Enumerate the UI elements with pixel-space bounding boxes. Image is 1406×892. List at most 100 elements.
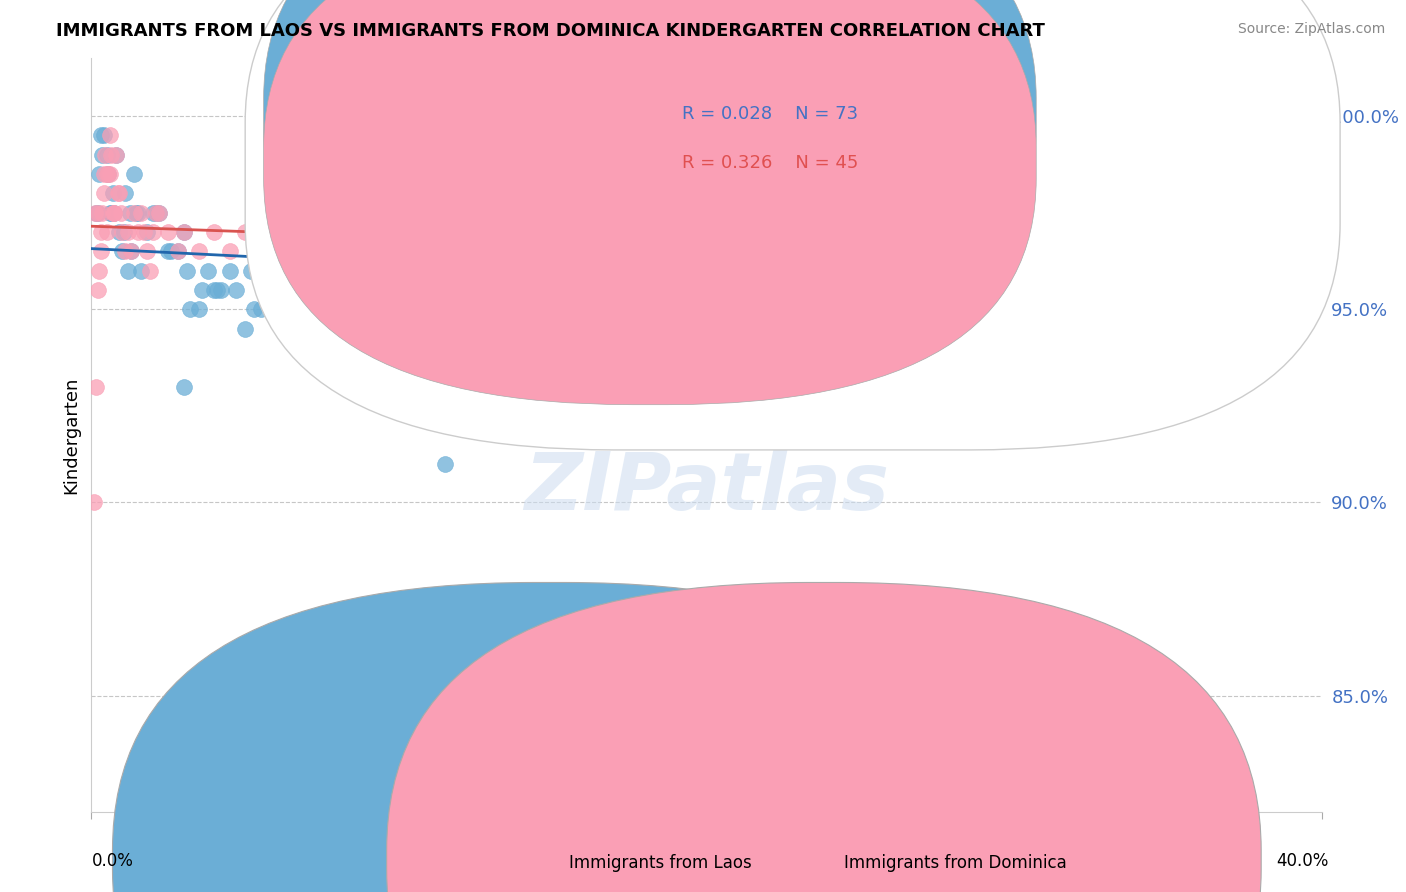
- Point: [100, 147, 122, 161]
- Point: [135, 225, 157, 239]
- Point: [1218, 89, 1240, 103]
- Point: [142, 225, 165, 239]
- Point: [103, 205, 125, 219]
- Point: [176, 263, 198, 277]
- Text: R = 0.326    N = 45: R = 0.326 N = 45: [682, 153, 858, 172]
- Point: [173, 225, 195, 239]
- Point: [173, 379, 195, 393]
- Point: [120, 244, 142, 259]
- Point: [127, 205, 149, 219]
- Point: [145, 205, 167, 219]
- Point: [166, 244, 188, 259]
- Point: [132, 225, 155, 239]
- Point: [105, 147, 127, 161]
- Point: [665, 263, 688, 277]
- Point: [98, 205, 121, 219]
- Point: [510, 360, 533, 375]
- Point: [280, 302, 302, 317]
- Point: [449, 341, 471, 355]
- Point: [97, 167, 120, 181]
- Point: [148, 205, 170, 219]
- Point: [295, 283, 318, 297]
- Point: [290, 302, 312, 317]
- Point: [271, 283, 294, 297]
- Point: [326, 263, 349, 277]
- Point: [202, 283, 225, 297]
- Point: [101, 205, 124, 219]
- Point: [233, 321, 256, 335]
- Text: Immigrants from Dominica: Immigrants from Dominica: [844, 854, 1066, 871]
- Point: [157, 244, 180, 259]
- Text: 0.0%: 0.0%: [91, 852, 134, 870]
- Point: [90, 244, 112, 259]
- Point: [124, 205, 146, 219]
- Point: [188, 244, 211, 259]
- Point: [264, 244, 287, 259]
- Point: [173, 225, 195, 239]
- Point: [84, 205, 107, 219]
- Point: [311, 302, 333, 317]
- Point: [157, 225, 180, 239]
- Point: [541, 244, 564, 259]
- Point: [84, 205, 107, 219]
- Point: [725, 399, 748, 413]
- Text: Source: ZipAtlas.com: Source: ZipAtlas.com: [1237, 22, 1385, 37]
- Point: [145, 205, 167, 219]
- Point: [188, 302, 211, 317]
- Point: [86, 283, 108, 297]
- Point: [240, 263, 263, 277]
- Point: [209, 283, 232, 297]
- Text: Immigrants from Laos: Immigrants from Laos: [569, 854, 752, 871]
- Point: [96, 225, 118, 239]
- Point: [87, 167, 110, 181]
- Point: [207, 283, 229, 297]
- Point: [142, 205, 165, 219]
- Point: [243, 302, 266, 317]
- Point: [179, 302, 201, 317]
- Point: [191, 283, 214, 297]
- Point: [1095, 128, 1118, 143]
- Point: [388, 225, 411, 239]
- Point: [118, 205, 141, 219]
- Point: [148, 205, 170, 219]
- Point: [125, 205, 148, 219]
- Point: [218, 244, 240, 259]
- Point: [202, 225, 225, 239]
- Point: [218, 263, 240, 277]
- Point: [197, 263, 219, 277]
- Point: [107, 186, 129, 201]
- Point: [93, 128, 115, 143]
- Point: [139, 263, 162, 277]
- Text: IMMIGRANTS FROM LAOS VS IMMIGRANTS FROM DOMINICA KINDERGARTEN CORRELATION CHART: IMMIGRANTS FROM LAOS VS IMMIGRANTS FROM …: [56, 22, 1045, 40]
- Point: [127, 225, 149, 239]
- Point: [114, 186, 136, 201]
- Point: [93, 186, 115, 201]
- Point: [86, 205, 108, 219]
- Point: [160, 244, 183, 259]
- Point: [91, 147, 114, 161]
- FancyBboxPatch shape: [245, 0, 1340, 450]
- Point: [849, 379, 872, 393]
- Point: [101, 186, 124, 201]
- Point: [108, 186, 131, 201]
- Point: [259, 302, 281, 317]
- Point: [342, 302, 364, 317]
- Point: [93, 167, 115, 181]
- Point: [225, 283, 247, 297]
- Point: [110, 205, 132, 219]
- Point: [111, 244, 134, 259]
- Point: [105, 147, 127, 161]
- Point: [301, 283, 323, 297]
- Point: [479, 321, 502, 335]
- Point: [87, 205, 110, 219]
- Point: [129, 263, 152, 277]
- FancyBboxPatch shape: [264, 0, 1036, 356]
- Point: [83, 495, 105, 509]
- Point: [124, 167, 146, 181]
- Text: R = 0.028    N = 73: R = 0.028 N = 73: [682, 104, 858, 123]
- Point: [98, 128, 121, 143]
- Y-axis label: Kindergarten: Kindergarten: [62, 376, 80, 493]
- Point: [419, 302, 441, 317]
- Point: [135, 244, 157, 259]
- Point: [91, 205, 114, 219]
